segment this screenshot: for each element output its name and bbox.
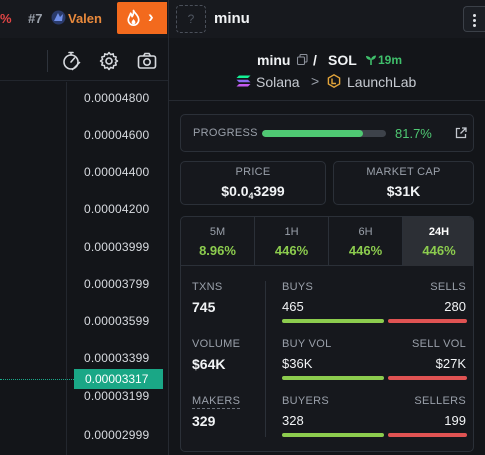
sell-volume-value: $27K [435, 356, 466, 371]
makers-label[interactable]: MAKERS [192, 395, 241, 409]
market-cap-card: MARKET CAP $31K [333, 161, 474, 205]
volume-value: $64K [192, 356, 226, 372]
timeframe-tabs: 5M 8.96% 1H 446% 6H 446% 24H 446% [181, 217, 473, 266]
chevron-right-icon: › [148, 7, 154, 26]
launchlab-icon [327, 74, 341, 88]
tab-change: 446% [422, 243, 456, 258]
txns-label: TXNS [192, 281, 223, 293]
buy-volume-value: $36K [282, 356, 313, 371]
external-link-icon[interactable] [455, 127, 467, 139]
tab-label: 1H [284, 226, 299, 238]
price-axis-tick: 0.00003599 [84, 314, 150, 328]
sell-volume-bar [388, 376, 467, 380]
measure-icon[interactable] [60, 50, 82, 72]
sellers-value: 199 [444, 413, 466, 428]
ticker-rank[interactable]: #7 [28, 11, 43, 26]
sells-value: 280 [444, 299, 466, 314]
tab-1h[interactable]: 1H 446% [255, 217, 329, 266]
tab-label: 24H [428, 226, 450, 238]
copy-icon[interactable] [297, 54, 308, 65]
sellers-label: SELLERS [414, 395, 466, 407]
buys-bar [282, 319, 384, 323]
sells-bar [388, 319, 467, 323]
token-symbol: minu [257, 52, 291, 68]
price-value: $0.043299 [181, 183, 325, 201]
progress-bar-fill [262, 130, 364, 137]
chart-toolbar [0, 41, 168, 81]
price-digits: 3299 [253, 183, 285, 199]
sell-volume-label: SELL VOL [412, 338, 466, 350]
buys-label: BUYS [282, 281, 314, 293]
chart-axis-line [66, 82, 67, 455]
current-price-line [0, 379, 74, 380]
price-axis-tick: 0.00004800 [84, 91, 150, 105]
hot-tokens-button[interactable]: › [117, 2, 167, 34]
fire-icon [127, 9, 140, 26]
price-card: PRICE $0.043299 [180, 161, 326, 205]
tab-24h[interactable]: 24H 446% [403, 217, 473, 266]
price-axis-tick: 0.00003999 [84, 240, 150, 254]
tab-label: 6H [358, 226, 373, 238]
more-menu-button[interactable] [463, 6, 485, 32]
tab-label: 5M [209, 226, 226, 238]
quote-currency: SOL [328, 52, 357, 68]
buyers-value: 328 [282, 413, 304, 428]
bonding-progress-card: PROGRESS 81.7% [180, 114, 474, 152]
tab-5m[interactable]: 5M 8.96% [181, 217, 255, 266]
tab-change: 446% [348, 243, 383, 258]
buyers-bar [282, 433, 384, 437]
price-axis-tick: 0.00004400 [84, 165, 150, 179]
price-label: PRICE [235, 166, 271, 178]
progress-label: PROGRESS [193, 127, 258, 139]
volume-label: VOLUME [192, 338, 241, 350]
token-title: minu [214, 10, 250, 27]
seedling-icon [366, 55, 376, 65]
price-axis-tick: 0.00003199 [84, 389, 150, 403]
progress-bar [262, 130, 386, 137]
price-axis-tick: 0.00003799 [84, 277, 150, 291]
stats-divider [265, 281, 266, 437]
token-age: 19m [378, 53, 403, 67]
market-cap-label: MARKET CAP [366, 166, 441, 178]
token-image-placeholder: ? [176, 5, 206, 33]
tab-6h[interactable]: 6H 446% [329, 217, 403, 266]
buy-volume-bar [282, 376, 384, 380]
txns-value: 745 [192, 299, 216, 315]
buy-volume-label: BUY VOL [282, 338, 332, 350]
camera-icon[interactable] [136, 50, 158, 72]
trade-stats-card: 5M 8.96% 1H 446% 6H 446% 24H 446% TXNS 7… [180, 216, 474, 452]
price-zero-count: 4 [248, 191, 254, 201]
settings-gear-icon[interactable] [98, 50, 120, 72]
price-chart[interactable]: 0.00004800 0.00004600 0.00004400 0.00004200… [0, 82, 168, 455]
sellers-bar [388, 433, 467, 437]
price-axis-tick: 0.00003399 [84, 351, 150, 365]
buys-value: 465 [282, 299, 304, 314]
price-axis-tick: 0.00004600 [84, 128, 150, 142]
market-cap-value: $31K [386, 183, 421, 199]
toolbar-divider [47, 50, 48, 72]
current-price-tag: 0.00003317 [74, 369, 163, 389]
breadcrumb-separator: > [311, 73, 320, 89]
tab-change: 8.96% [199, 243, 236, 258]
ticker-change[interactable]: % [0, 11, 12, 26]
progress-value: 81.7% [395, 126, 432, 141]
chain-name[interactable]: Solana [256, 74, 300, 90]
launchpad-name[interactable]: LaunchLab [347, 74, 417, 90]
ticker-token-logo-icon[interactable] [51, 10, 66, 25]
ticker-token-name[interactable]: Valen [68, 11, 102, 26]
makers-value: 329 [192, 413, 216, 429]
price-axis-tick: 0.00004200 [84, 202, 150, 216]
header-divider [169, 100, 485, 101]
solana-icon [236, 75, 251, 87]
tab-change: 446% [274, 243, 309, 258]
buyers-label: BUYERS [282, 395, 330, 407]
price-prefix: $0.0 [221, 183, 249, 199]
price-axis-tick: 0.00002999 [84, 428, 150, 442]
pair-separator: / [313, 52, 317, 68]
sells-label: SELLS [430, 281, 466, 293]
panel-divider [168, 0, 169, 455]
